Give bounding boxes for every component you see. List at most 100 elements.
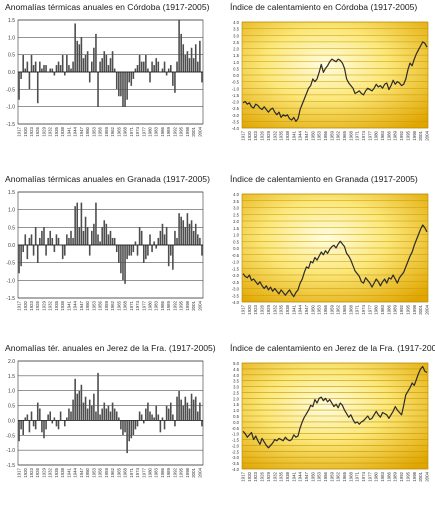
bar	[130, 245, 132, 256]
x-tick-label: 1998	[185, 126, 190, 136]
bar	[72, 238, 74, 245]
bar	[160, 231, 162, 245]
x-tick-label: 1953	[91, 467, 96, 477]
y-tick-label: -0.5	[6, 261, 15, 267]
y-tick-label: 3.5	[233, 199, 239, 204]
x-tick-label: 1968	[123, 300, 128, 310]
y-tick-label: 2.0	[233, 219, 239, 224]
x-tick-label: 2001	[418, 471, 423, 481]
bar	[126, 420, 128, 453]
x-tick-label: 1947	[304, 304, 309, 314]
y-tick-label: -1.0	[232, 432, 240, 437]
x-tick-label: 1989	[166, 126, 171, 136]
x-tick-label: 1977	[367, 304, 372, 314]
bar	[37, 245, 39, 263]
bar	[76, 394, 78, 421]
x-tick-label: 1920	[247, 304, 252, 314]
bar	[133, 420, 135, 435]
bar	[24, 69, 26, 72]
bar	[60, 412, 62, 421]
bar	[137, 245, 139, 256]
bar	[137, 65, 139, 72]
x-tick-label: 1959	[329, 471, 334, 481]
x-tick-label: 1998	[412, 130, 417, 140]
y-tick-label: 1.5	[233, 226, 239, 231]
bar	[27, 245, 29, 259]
bar	[197, 62, 199, 72]
bar	[112, 51, 114, 72]
x-tick-label: 1968	[348, 130, 353, 140]
y-tick-label: -1.5	[232, 266, 240, 271]
bar	[155, 406, 157, 421]
y-tick-label: -1.5	[6, 296, 15, 302]
bar	[106, 224, 108, 245]
y-tick-label: 1.5	[8, 190, 15, 196]
bar	[31, 412, 33, 421]
x-tick-label: 1992	[399, 471, 404, 481]
x-tick-label: 1932	[272, 130, 277, 140]
y-tick-label: 1.5	[233, 53, 239, 58]
bar	[29, 420, 31, 432]
x-tick-label: 1992	[172, 467, 177, 477]
x-tick-label: 1974	[135, 300, 140, 310]
y-tick-label: 0.0	[8, 418, 15, 424]
bar	[112, 238, 114, 245]
bar	[147, 245, 149, 256]
x-tick-label: 1974	[135, 467, 140, 477]
x-tick-label: 1935	[279, 304, 284, 314]
bar	[33, 65, 35, 72]
x-tick-label: 1977	[367, 471, 372, 481]
bar	[162, 224, 164, 245]
bar	[49, 69, 51, 72]
bar	[91, 62, 93, 72]
x-tick-label: 1956	[98, 126, 103, 136]
bar	[54, 72, 56, 75]
bar	[120, 420, 122, 429]
x-tick-label: 1941	[66, 126, 71, 136]
bar	[18, 245, 20, 273]
line-chart-granada-index: 4.03.53.02.52.01.51.00.50.0-0.5-1.0-1.5-…	[226, 188, 431, 348]
x-tick-label: 1935	[54, 467, 59, 477]
bar	[91, 231, 93, 245]
x-tick-label: 1992	[172, 300, 177, 310]
bar	[147, 403, 149, 421]
bar	[41, 420, 43, 432]
bar	[22, 420, 24, 435]
bar	[93, 48, 95, 72]
y-tick-label: 3.0	[233, 206, 239, 211]
x-tick-label: 1980	[374, 304, 379, 314]
x-tick-label: 1983	[154, 300, 159, 310]
bar	[110, 58, 112, 72]
x-tick-label: 1971	[355, 471, 360, 481]
x-tick-label: 2001	[191, 126, 196, 136]
bar	[37, 403, 39, 421]
bar	[164, 62, 166, 72]
bar	[195, 397, 197, 421]
bar	[151, 245, 153, 252]
bar	[74, 23, 76, 72]
y-tick-label: -2.5	[232, 106, 240, 111]
bar	[116, 412, 118, 421]
bar	[45, 65, 47, 72]
bar	[191, 48, 193, 72]
y-tick-label: -4.0	[232, 126, 240, 131]
x-tick-label: 1932	[48, 300, 53, 310]
bar	[170, 65, 172, 72]
bar	[118, 245, 120, 263]
x-tick-label: 1920	[23, 300, 28, 310]
bar	[54, 245, 56, 252]
x-tick-label: 1995	[405, 130, 410, 140]
bar	[112, 403, 114, 421]
bar	[89, 400, 91, 421]
bar	[103, 51, 105, 72]
bar	[58, 62, 60, 72]
x-tick-label: 1989	[393, 304, 398, 314]
y-tick-label: -1.0	[6, 448, 15, 454]
x-tick-label: 1962	[336, 130, 341, 140]
bar	[120, 72, 122, 96]
bar	[31, 234, 33, 245]
bar	[166, 227, 168, 245]
x-tick-label: 1941	[66, 467, 71, 477]
bar	[122, 420, 124, 435]
x-tick-label: 2004	[424, 471, 429, 481]
